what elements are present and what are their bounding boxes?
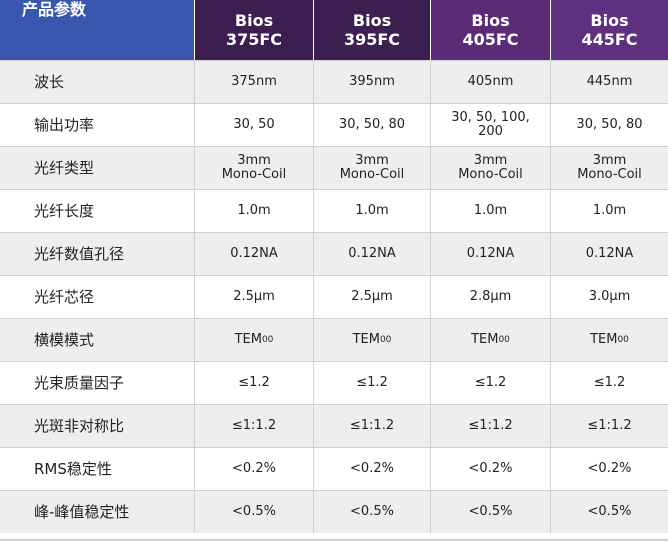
row-label: 峰-峰值稳定性 — [34, 503, 130, 521]
table-row: 光纤数值孔径 0.12NA 0.12NA 0.12NA 0.12NA — [0, 232, 668, 275]
table-row: RMS稳定性 <0.2% <0.2% <0.2% <0.2% — [0, 447, 668, 490]
table-cell: 3mm Mono-Coil — [430, 147, 550, 189]
table-cell: 2.5μm — [194, 276, 313, 318]
header-label: 产品参数 — [22, 0, 87, 19]
table-cell: 30, 50, 80 — [313, 104, 430, 146]
table-row: 光纤芯径 2.5μm 2.5μm 2.8μm 3.0μm — [0, 275, 668, 318]
table-row: 光纤长度 1.0m 1.0m 1.0m 1.0m — [0, 189, 668, 232]
table-cell: TEM 00 — [194, 319, 313, 361]
table-cell: <0.2% — [194, 448, 313, 490]
header-model-cell: Bios 445FC — [550, 0, 668, 60]
table-cell: TEM 00 — [550, 319, 668, 361]
table-header-row: 产品参数 Bios 375FC Bios 395FC Bios 405FC Bi… — [0, 0, 668, 60]
table-cell: TEM 00 — [430, 319, 550, 361]
table-cell: 1.0m — [313, 190, 430, 232]
row-label: 光束质量因子 — [34, 374, 125, 392]
row-label: 横模模式 — [34, 331, 95, 349]
row-label: 光纤数值孔径 — [34, 245, 125, 263]
model-name: Bios — [471, 11, 510, 30]
table-cell: 375nm — [194, 61, 313, 103]
model-name: Bios — [234, 11, 274, 30]
mode-text: TEM — [234, 332, 262, 347]
mode-text: TEM — [471, 332, 499, 347]
table-cell: ≤1.2 — [550, 362, 668, 404]
mode-subscript: 00 — [261, 335, 274, 345]
row-label: 光斑非对称比 — [34, 417, 125, 435]
model-code: 445FC — [581, 30, 638, 49]
table-cell: <0.2% — [550, 448, 668, 490]
header-model-cell: Bios 395FC — [313, 0, 430, 60]
row-label: 光纤芯径 — [34, 288, 95, 306]
table-cell: ≤1.2 — [194, 362, 313, 404]
table-cell: 1.0m — [194, 190, 313, 232]
table-cell: ≤1:1.2 — [194, 405, 313, 447]
table-cell: 1.0m — [430, 190, 550, 232]
table-row: 光束质量因子 ≤1.2 ≤1.2 ≤1.2 ≤1.2 — [0, 361, 668, 404]
table-cell: <0.5% — [430, 491, 550, 533]
table-cell: <0.5% — [550, 491, 668, 533]
table-cell: 0.12NA — [550, 233, 668, 275]
table-cell: <0.2% — [313, 448, 430, 490]
table-cell: 30, 50, 80 — [550, 104, 668, 146]
table-row: 峰-峰值稳定性 <0.5% <0.5% <0.5% <0.5% — [0, 490, 668, 533]
mode-text: TEM — [352, 332, 380, 347]
table-row: 输出功率 30, 50 30, 50, 80 30, 50, 100, 200 … — [0, 103, 668, 146]
table-cell: 30, 50 — [194, 104, 313, 146]
table-cell: <0.5% — [313, 491, 430, 533]
table-cell: ≤1:1.2 — [550, 405, 668, 447]
table-cell: 0.12NA — [430, 233, 550, 275]
table-cell: 1.0m — [550, 190, 668, 232]
table-cell: <0.5% — [194, 491, 313, 533]
row-label: RMS稳定性 — [34, 460, 112, 478]
table-cell: 395nm — [313, 61, 430, 103]
model-code: 405FC — [462, 30, 519, 49]
table-cell: ≤1.2 — [313, 362, 430, 404]
table-cell: TEM 00 — [313, 319, 430, 361]
header-model-cell: Bios 375FC — [194, 0, 313, 60]
row-label: 光纤长度 — [34, 202, 95, 220]
mode-text: TEM — [590, 332, 618, 347]
table-cell: 3mm Mono-Coil — [313, 147, 430, 189]
table-row: 波长 375nm 395nm 405nm 445nm — [0, 60, 668, 103]
row-label: 波长 — [34, 73, 65, 91]
table-cell: 30, 50, 100, 200 — [430, 104, 550, 146]
table-cell: <0.2% — [430, 448, 550, 490]
header-label-cell: 产品参数 — [0, 0, 194, 60]
row-label: 光纤类型 — [34, 159, 95, 177]
table-cell: ≤1.2 — [430, 362, 550, 404]
model-code: 375FC — [225, 30, 283, 49]
mode-subscript: 00 — [379, 335, 392, 345]
table-cell: ≤1:1.2 — [313, 405, 430, 447]
model-code: 395FC — [343, 30, 401, 49]
table-cell: 2.5μm — [313, 276, 430, 318]
model-name: Bios — [590, 11, 629, 30]
table-cell: 405nm — [430, 61, 550, 103]
mode-subscript: 00 — [498, 335, 510, 345]
header-model-cell: Bios 405FC — [430, 0, 550, 60]
table-row: 光纤类型 3mm Mono-Coil 3mm Mono-Coil 3mm Mon… — [0, 146, 668, 189]
row-label: 输出功率 — [34, 116, 95, 134]
table-cell: ≤1:1.2 — [430, 405, 550, 447]
model-name: Bios — [352, 11, 392, 30]
table-row: 横模模式 TEM 00 TEM 00 TEM 00 TEM 00 — [0, 318, 668, 361]
table-cell: 3mm Mono-Coil — [194, 147, 313, 189]
table-cell: 0.12NA — [194, 233, 313, 275]
table-row: 光斑非对称比 ≤1:1.2 ≤1:1.2 ≤1:1.2 ≤1:1.2 — [0, 404, 668, 447]
table-cell: 0.12NA — [313, 233, 430, 275]
table-cell: 445nm — [550, 61, 668, 103]
table-cell: 2.8μm — [430, 276, 550, 318]
mode-subscript: 00 — [617, 335, 629, 345]
table-cell: 3mm Mono-Coil — [550, 147, 668, 189]
table-cell: 3.0μm — [550, 276, 668, 318]
table-bottom-border — [0, 539, 668, 541]
